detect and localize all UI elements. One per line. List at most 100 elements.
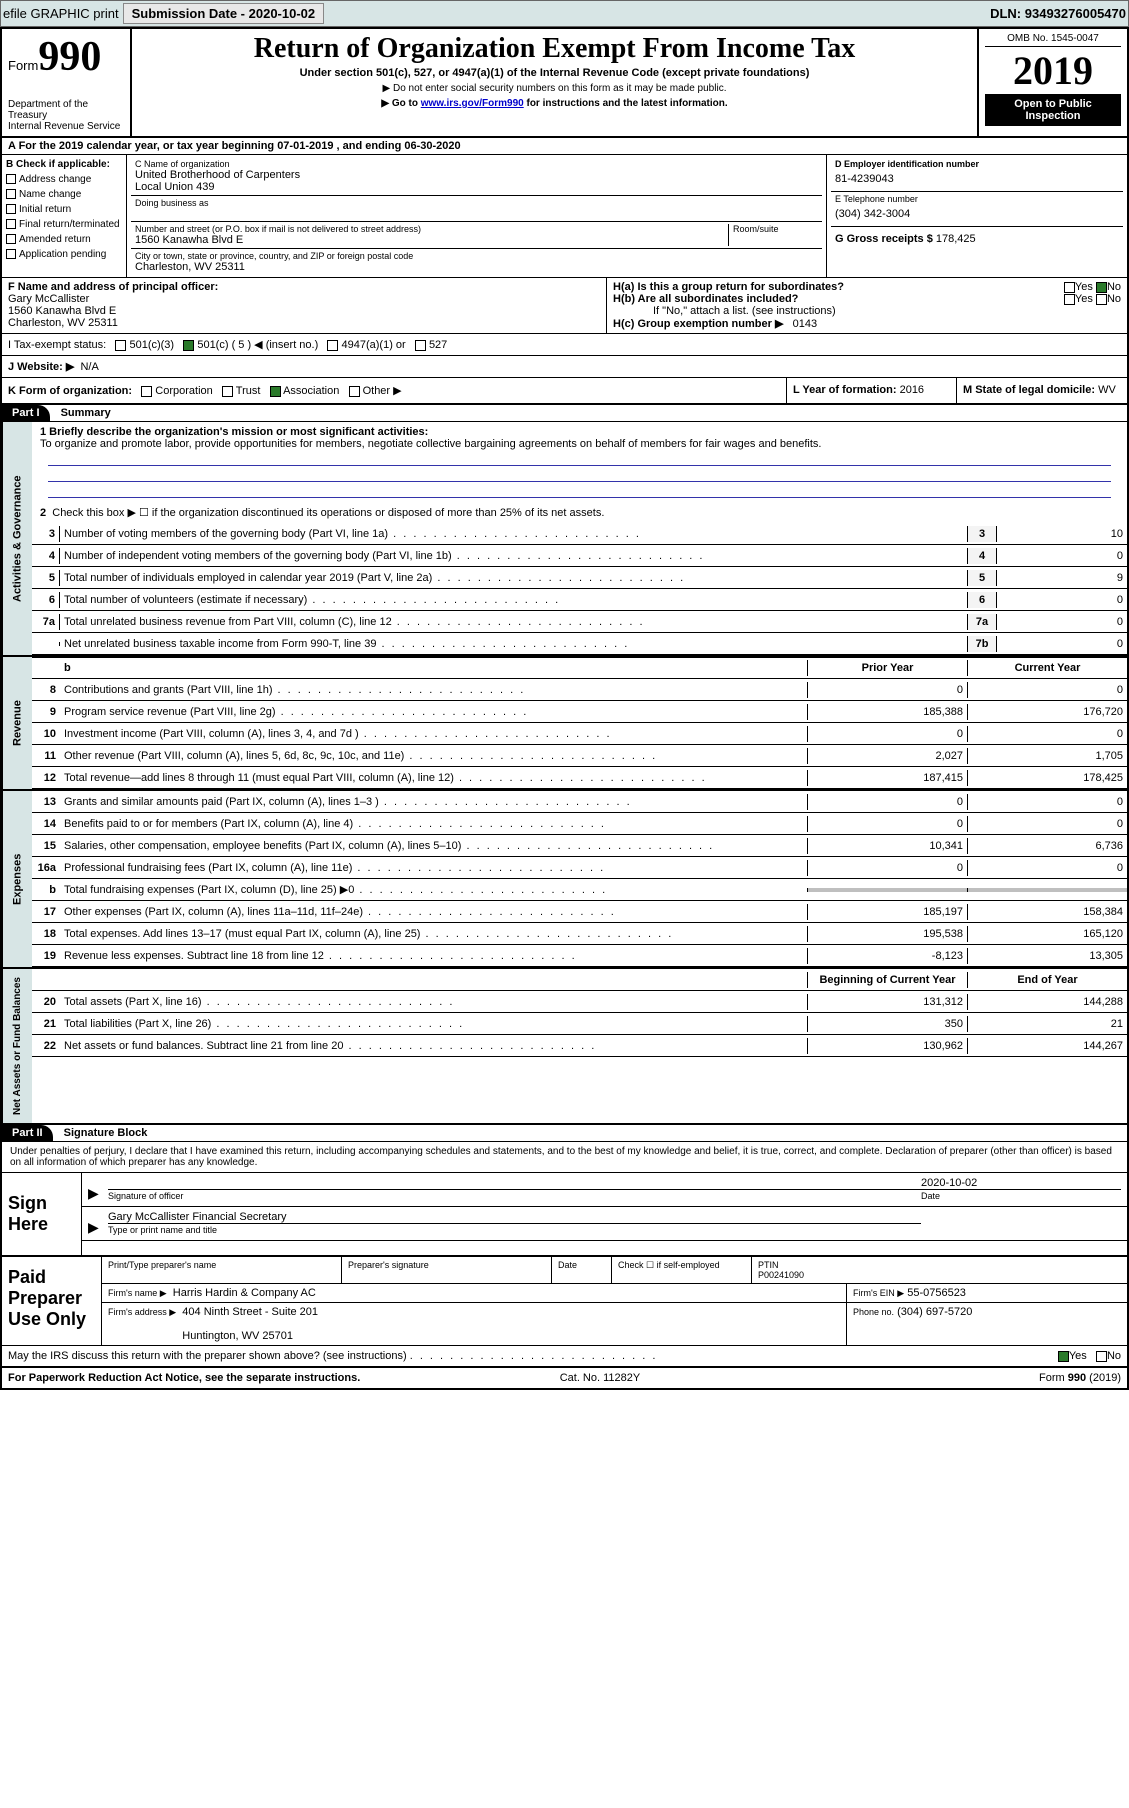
activities-governance: Activities & Governance 1 Briefly descri… [2,422,1127,657]
chk-501c3[interactable] [115,340,126,351]
group-return: H(a) Is this a group return for subordin… [607,278,1127,333]
chk-address-change[interactable] [6,174,16,184]
column-headers-rev: b Prior Year Current Year [32,657,1127,679]
summary-line: 20Total assets (Part X, line 16)131,3121… [32,991,1127,1013]
chk-name-change[interactable] [6,189,16,199]
chk-trust[interactable] [222,386,233,397]
form-ref: Form 990 (2019) [1039,1372,1121,1384]
website-value: N/A [80,361,98,373]
revenue-section: Revenue b Prior Year Current Year 8Contr… [2,657,1127,791]
ha-no[interactable] [1096,282,1107,293]
paid-preparer-block: Paid Preparer Use Only Print/Type prepar… [2,1257,1127,1346]
state-domicile: M State of legal domicile: WV [957,378,1127,403]
chk-application-pending[interactable] [6,249,16,259]
submission-date-btn[interactable]: Submission Date - 2020-10-02 [123,3,325,24]
summary-line: 11Other revenue (Part VIII, column (A), … [32,745,1127,767]
chk-amended[interactable] [6,234,16,244]
summary-line: 7aTotal unrelated business revenue from … [32,611,1127,633]
part1-header: Part I Summary [2,405,1127,422]
form-title: Return of Organization Exempt From Incom… [138,33,971,65]
section-klm: K Form of organization: Corporation Trus… [2,378,1127,405]
chk-initial-return[interactable] [6,204,16,214]
ptin: P00241090 [758,1270,804,1280]
net-assets-section: Net Assets or Fund Balances Beginning of… [2,969,1127,1125]
form-990-page: Form990 Department of the Treasury Inter… [0,27,1129,1390]
ha-yes[interactable] [1064,282,1075,293]
summary-line: 6Total number of volunteers (estimate if… [32,589,1127,611]
hb-yes[interactable] [1064,294,1075,305]
summary-line: 18Total expenses. Add lines 13–17 (must … [32,923,1127,945]
signature-arrow-icon: ▶ [88,1219,108,1236]
section-fh: F Name and address of principal officer:… [2,278,1127,334]
column-headers-na: Beginning of Current Year End of Year [32,969,1127,991]
summary-line: 13Grants and similar amounts paid (Part … [32,791,1127,813]
firm-ein: 55-0756523 [907,1287,966,1299]
page-footer: For Paperwork Reduction Act Notice, see … [2,1368,1127,1388]
summary-line: 5Total number of individuals employed in… [32,567,1127,589]
street-address: 1560 Kanawha Blvd E [135,234,728,246]
chk-4947[interactable] [327,340,338,351]
efile-top-bar: efile GRAPHIC print Submission Date - 20… [0,0,1129,27]
chk-final-return[interactable] [6,219,16,229]
line2-discontinued: 2 Check this box ▶ ☐ if the organization… [32,502,1127,523]
section-bcdeg: B Check if applicable: Address change Na… [2,155,1127,278]
omb-number: OMB No. 1545-0047 [985,33,1121,47]
irs-link[interactable]: www.irs.gov/Form990 [421,98,524,109]
telephone: (304) 342-3004 [835,204,1119,224]
summary-line: Net unrelated business taxable income fr… [32,633,1127,655]
perjury-declaration: Under penalties of perjury, I declare th… [2,1142,1127,1173]
tab-activities: Activities & Governance [2,422,32,655]
signature-arrow-icon: ▶ [88,1185,108,1202]
summary-line: 10Investment income (Part VIII, column (… [32,723,1127,745]
chk-assoc[interactable] [270,386,281,397]
form-number-cell: Form990 Department of the Treasury Inter… [2,29,132,136]
summary-line: 3Number of voting members of the governi… [32,523,1127,545]
summary-line: 15Salaries, other compensation, employee… [32,835,1127,857]
dln: DLN: 93493276005470 [990,6,1126,21]
tax-exempt-status: I Tax-exempt status: 501(c)(3) 501(c) ( … [2,334,1127,356]
firm-address: 404 Ninth Street - Suite 201 Huntington,… [182,1306,318,1342]
line-a-tax-year: A For the 2019 calendar year, or tax yea… [2,138,1127,155]
org-name-address: C Name of organization United Brotherhoo… [127,155,827,277]
summary-line: 17Other expenses (Part IX, column (A), l… [32,901,1127,923]
open-to-public: Open to Public Inspection [985,94,1121,126]
firm-phone: (304) 697-5720 [897,1306,972,1318]
dept-treasury: Department of the Treasury Internal Reve… [8,99,124,132]
org-name: United Brotherhood of Carpenters Local U… [135,169,818,193]
chk-527[interactable] [415,340,426,351]
preparer-row1: Print/Type preparer's name Preparer's si… [102,1257,1127,1284]
form-year-cell: OMB No. 1545-0047 2019 Open to Public In… [977,29,1127,136]
form-note-link: ▶ Go to www.irs.gov/Form990 for instruct… [138,98,971,109]
summary-line: 14Benefits paid to or for members (Part … [32,813,1127,835]
ein-phone-gross: D Employer identification number 81-4239… [827,155,1127,277]
summary-line: 4Number of independent voting members of… [32,545,1127,567]
city-state-zip: Charleston, WV 25311 [135,261,818,273]
form-subtitle: Under section 501(c), 527, or 4947(a)(1)… [138,67,971,79]
discuss-yes[interactable] [1058,1351,1069,1362]
check-if-applicable: B Check if applicable: Address change Na… [2,155,127,277]
principal-officer: F Name and address of principal officer:… [2,278,607,333]
officer-signature-line: ▶ Signature of officer 2020-10-02Date [82,1173,1127,1207]
gross-receipts: 178,425 [936,233,976,245]
discuss-no[interactable] [1096,1351,1107,1362]
group-exemption-no: 0143 [793,318,817,330]
summary-line: 8Contributions and grants (Part VIII, li… [32,679,1127,701]
hb-no[interactable] [1096,294,1107,305]
chk-corp[interactable] [141,386,152,397]
sign-here-block: Sign Here ▶ Signature of officer 2020-10… [2,1173,1127,1257]
summary-line: 21Total liabilities (Part X, line 26)350… [32,1013,1127,1035]
year-formation: L Year of formation: 2016 [787,378,957,403]
chk-other[interactable] [349,386,360,397]
chk-501c[interactable] [183,340,194,351]
discuss-with-preparer: May the IRS discuss this return with the… [2,1346,1127,1368]
website-row: J Website: ▶ N/A [2,356,1127,378]
ein: 81-4239043 [835,169,1119,189]
form-title-cell: Return of Organization Exempt From Incom… [132,29,977,136]
summary-line: 22Net assets or fund balances. Subtract … [32,1035,1127,1057]
preparer-firm-row: Firm's name ▶ Harris Hardin & Company AC… [102,1284,1127,1303]
tab-net-assets: Net Assets or Fund Balances [2,969,32,1123]
part2-header: Part II Signature Block [2,1125,1127,1142]
tab-expenses: Expenses [2,791,32,967]
catalog-no: Cat. No. 11282Y [560,1372,641,1384]
expenses-section: Expenses 13Grants and similar amounts pa… [2,791,1127,969]
